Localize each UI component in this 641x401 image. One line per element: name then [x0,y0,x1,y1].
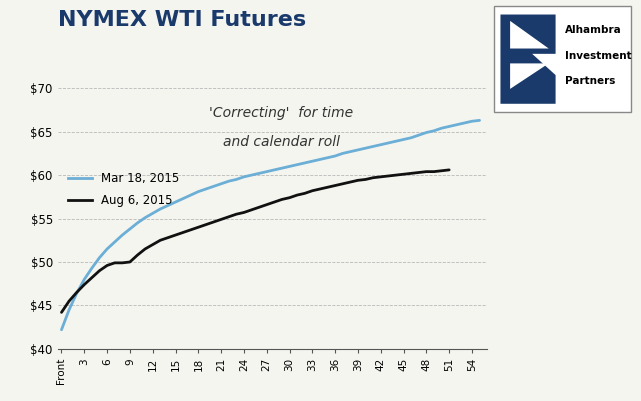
Text: Alhambra: Alhambra [565,25,622,35]
Aug 6, 2015 [88,275,96,280]
Aug 6, 2015 [240,210,248,215]
Mar 18, 2015 [210,184,217,189]
Aug 6, 2015 [194,225,202,230]
FancyBboxPatch shape [494,6,631,112]
Mar 18, 2015 [58,327,65,332]
Text: and calendar roll: and calendar roll [222,135,340,149]
Polygon shape [510,21,549,49]
Aug 6, 2015 [294,192,301,197]
Line: Aug 6, 2015: Aug 6, 2015 [62,170,449,312]
Mar 18, 2015 [65,307,73,312]
Mar 18, 2015 [377,142,385,147]
Text: Partners: Partners [565,76,615,86]
Polygon shape [501,14,556,104]
Polygon shape [510,63,549,89]
Text: Investment: Investment [565,51,632,61]
Text: NYMEX WTI Futures: NYMEX WTI Futures [58,10,306,30]
Aug 6, 2015 [445,168,453,172]
Line: Mar 18, 2015: Mar 18, 2015 [62,120,479,330]
Mar 18, 2015 [476,118,483,123]
Aug 6, 2015 [308,188,316,193]
Mar 18, 2015 [331,154,339,158]
Mar 18, 2015 [316,157,324,162]
Aug 6, 2015 [415,170,422,175]
Text: 'Correcting'  for time: 'Correcting' for time [209,106,353,120]
Mar 18, 2015 [294,162,301,167]
Aug 6, 2015 [58,310,65,315]
Legend: Mar 18, 2015, Aug 6, 2015: Mar 18, 2015, Aug 6, 2015 [63,167,185,212]
